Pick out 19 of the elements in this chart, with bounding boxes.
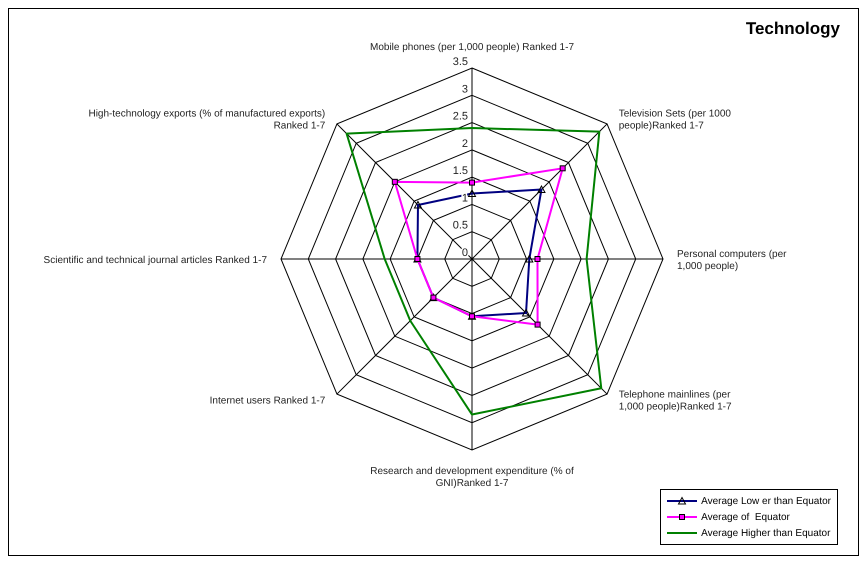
- spoke-label: Personal computers (per 1,000 people): [677, 249, 788, 272]
- spoke-label: Mobile phones (per 1,000 people) Ranked 1-7: [370, 42, 574, 53]
- y-tick-label: 3.5: [452, 56, 468, 68]
- spoke-label: High-technology exports (% of manufactured exports) Ranked 1-7: [88, 108, 326, 132]
- chart-title: Technology: [746, 19, 840, 39]
- y-tick-label: 3: [462, 83, 468, 96]
- legend-label: Average of Equator: [701, 512, 790, 522]
- spoke-label: Television Sets (per 1000 people)Ranked 1-7: [618, 108, 732, 132]
- y-tick-label: 2.5: [452, 110, 468, 123]
- legend-label: Average Low er than Equator: [701, 496, 831, 506]
- y-tick-label: 1: [462, 192, 468, 204]
- spoke-label: Internet users Ranked 1-7: [210, 396, 326, 407]
- y-tick-label: 2: [462, 138, 468, 150]
- spoke-label: Scientific and technical journal articles Ranked 1-7: [44, 255, 268, 266]
- y-tick-label: 0.5: [452, 220, 468, 232]
- spoke-label: Research and development expenditure (% of GNI)Ranked 1-7: [370, 466, 574, 489]
- legend-label: Average Higher than Equator: [701, 528, 830, 538]
- y-tick-label: 1.5: [452, 165, 468, 178]
- spoke-label: Telephone mainlines (per 1,000 people)Ranked 1-7: [618, 390, 732, 413]
